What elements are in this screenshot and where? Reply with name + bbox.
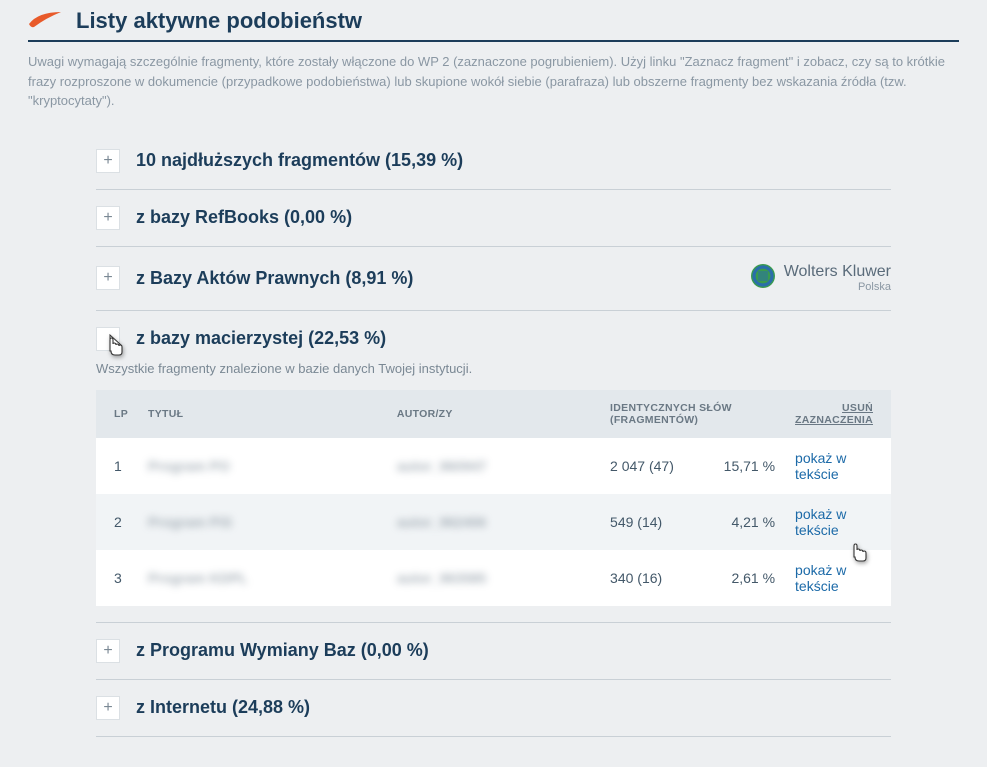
cell-action: pokaż w tekście <box>785 494 891 550</box>
expand-button[interactable]: + <box>96 206 120 230</box>
cell-title: Program KDPL <box>138 550 387 606</box>
section-subtitle: Wszystkie fragmenty znalezione w bazie d… <box>96 361 891 376</box>
cell-title: Program PO <box>138 438 387 494</box>
cell-action: pokaż w tekście <box>785 550 891 606</box>
cell-lp: 3 <box>96 550 138 606</box>
show-in-text-link[interactable]: pokaż w tekście <box>795 506 846 538</box>
page-description: Uwagi wymagają szczególnie fragmenty, kt… <box>0 50 987 133</box>
wolters-kluwer-icon <box>750 263 776 294</box>
cell-lp: 2 <box>96 494 138 550</box>
swoosh-icon <box>28 10 62 33</box>
cell-identical: 2 047 (47) <box>600 438 706 494</box>
show-in-text-link[interactable]: pokaż w tekście <box>795 562 846 594</box>
section-exchange-program: + z Programu Wymiany Baz (0,00 %) <box>96 623 891 680</box>
section-title: z Internetu (24,88 %) <box>136 697 891 718</box>
table-row: 2Program PiSautor_962406549 (14)4,21 % po… <box>96 494 891 550</box>
expand-button[interactable]: + <box>96 639 120 663</box>
cell-title: Program PiS <box>138 494 387 550</box>
col-header-remove: USUŃ ZAZNACZENIA <box>785 390 891 438</box>
table-header-row: LP TYTUŁ AUTOR/ZY IDENTYCZNYCH SŁÓW (FRA… <box>96 390 891 438</box>
content-area: + 10 najdłuższych fragmentów (15,39 %) +… <box>0 133 987 767</box>
section-home-database: z bazy macierzystej (22,53 %) Wszystkie … <box>96 311 891 622</box>
section-title: z bazy macierzystej (22,53 %) <box>136 328 891 349</box>
page-header: Listy aktywne podobieństw <box>0 0 987 40</box>
expand-button[interactable] <box>96 327 120 351</box>
section-legal-acts: + z Bazy Aktów Prawnych (8,91 %) Wolters… <box>96 247 891 311</box>
cell-identical: 340 (16) <box>600 550 706 606</box>
remove-selections-link[interactable]: USUŃ ZAZNACZENIA <box>795 402 873 426</box>
expand-button[interactable]: + <box>96 149 120 173</box>
section-title: z Bazy Aktów Prawnych (8,91 %) <box>136 268 750 289</box>
show-in-text-link[interactable]: pokaż w tekście <box>795 450 846 482</box>
page-title: Listy aktywne podobieństw <box>76 8 362 34</box>
col-header-lp: LP <box>96 390 138 438</box>
cell-percent: 4,21 % <box>706 494 785 550</box>
section-title: z bazy RefBooks (0,00 %) <box>136 207 891 228</box>
table-row: 3Program KDPLautor_963585340 (16)2,61 % p… <box>96 550 891 606</box>
cell-identical: 549 (14) <box>600 494 706 550</box>
header-divider <box>28 40 959 42</box>
cell-author: autor_960947 <box>387 438 600 494</box>
section-title: 10 najdłuższych fragmentów (15,39 %) <box>136 150 891 171</box>
expand-button[interactable]: + <box>96 696 120 720</box>
brand-sub: Polska <box>858 281 891 293</box>
section-title: z Programu Wymiany Baz (0,00 %) <box>136 640 891 661</box>
section-longest-fragments: + 10 najdłuższych fragmentów (15,39 %) <box>96 133 891 190</box>
results-table: LP TYTUŁ AUTOR/ZY IDENTYCZNYCH SŁÓW (FRA… <box>96 390 891 606</box>
wolters-kluwer-brand: Wolters Kluwer Polska <box>750 263 891 294</box>
col-header-author: AUTOR/ZY <box>387 390 600 438</box>
section-internet: + z Internetu (24,88 %) <box>96 680 891 737</box>
cell-percent: 2,61 % <box>706 550 785 606</box>
cell-lp: 1 <box>96 438 138 494</box>
section-refbooks: + z bazy RefBooks (0,00 %) <box>96 190 891 247</box>
cell-author: autor_962406 <box>387 494 600 550</box>
expand-button[interactable]: + <box>96 266 120 290</box>
col-header-identical: IDENTYCZNYCH SŁÓW (FRAGMENTÓW) <box>600 390 785 438</box>
table-row: 1Program POautor_9609472 047 (47)15,71 %… <box>96 438 891 494</box>
col-header-title: TYTUŁ <box>138 390 387 438</box>
cell-action: pokaż w tekście <box>785 438 891 494</box>
brand-name: Wolters Kluwer <box>784 263 891 281</box>
cell-author: autor_963585 <box>387 550 600 606</box>
cell-percent: 15,71 % <box>706 438 785 494</box>
